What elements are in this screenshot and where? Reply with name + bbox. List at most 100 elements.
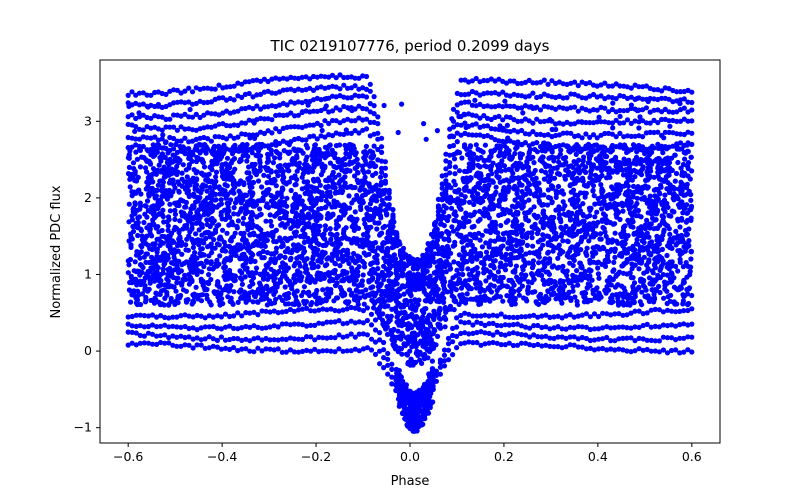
data-point bbox=[675, 268, 681, 274]
data-points bbox=[125, 72, 695, 434]
data-point bbox=[475, 191, 481, 197]
data-point bbox=[685, 173, 691, 179]
data-point bbox=[218, 201, 224, 207]
data-point bbox=[661, 168, 668, 174]
data-point bbox=[229, 158, 235, 164]
data-point bbox=[589, 277, 595, 283]
data-point bbox=[142, 299, 149, 305]
data-point bbox=[504, 145, 510, 151]
data-point bbox=[558, 219, 564, 225]
data-point bbox=[319, 297, 325, 303]
data-point bbox=[558, 279, 565, 285]
data-point bbox=[161, 287, 167, 293]
data-point bbox=[332, 282, 339, 289]
data-point bbox=[685, 210, 691, 216]
data-point bbox=[649, 198, 655, 204]
data-point bbox=[488, 163, 495, 169]
data-point bbox=[454, 267, 460, 273]
data-point bbox=[431, 308, 437, 314]
data-point bbox=[191, 191, 197, 197]
data-point bbox=[520, 227, 526, 233]
data-point bbox=[231, 275, 237, 281]
data-point bbox=[379, 230, 385, 236]
data-point bbox=[452, 164, 458, 170]
data-point bbox=[149, 204, 155, 210]
data-point bbox=[403, 300, 409, 306]
data-point bbox=[645, 158, 651, 164]
data-point bbox=[506, 166, 512, 172]
data-point bbox=[368, 261, 374, 267]
data-point bbox=[338, 184, 344, 190]
data-point bbox=[545, 269, 551, 275]
data-point bbox=[366, 251, 372, 257]
data-point bbox=[286, 162, 292, 168]
data-point bbox=[195, 198, 201, 204]
data-point bbox=[403, 351, 410, 357]
data-point bbox=[460, 271, 466, 278]
data-point bbox=[320, 168, 326, 174]
data-point bbox=[540, 236, 546, 242]
data-point bbox=[366, 225, 372, 231]
data-point bbox=[164, 170, 170, 176]
data-point bbox=[201, 240, 207, 246]
data-point bbox=[643, 287, 649, 293]
data-point bbox=[410, 314, 416, 320]
data-point bbox=[666, 212, 672, 219]
data-point bbox=[351, 197, 357, 203]
data-point bbox=[312, 234, 318, 240]
data-point bbox=[479, 232, 485, 238]
data-point bbox=[311, 178, 317, 184]
data-point bbox=[204, 188, 210, 194]
data-point bbox=[610, 195, 616, 201]
data-point bbox=[272, 155, 278, 161]
data-point bbox=[452, 299, 459, 305]
data-point bbox=[580, 162, 586, 168]
data-point bbox=[183, 204, 189, 210]
data-point bbox=[224, 155, 231, 161]
data-point bbox=[258, 211, 264, 217]
data-point bbox=[207, 184, 213, 191]
data-point bbox=[179, 170, 185, 176]
data-point bbox=[485, 285, 491, 291]
data-point bbox=[640, 164, 646, 170]
data-point bbox=[644, 217, 650, 223]
data-point bbox=[497, 274, 504, 280]
data-point bbox=[177, 157, 183, 163]
data-point bbox=[302, 161, 308, 168]
data-point bbox=[446, 237, 452, 244]
data-point bbox=[179, 183, 185, 189]
data-point bbox=[483, 228, 489, 234]
data-point bbox=[652, 256, 658, 262]
data-point bbox=[391, 334, 397, 340]
data-point bbox=[515, 194, 521, 200]
data-point bbox=[465, 266, 471, 272]
data-point bbox=[468, 296, 474, 302]
data-point bbox=[486, 182, 492, 188]
data-point bbox=[294, 168, 300, 174]
data-point bbox=[514, 218, 520, 224]
data-point bbox=[288, 255, 294, 261]
data-point bbox=[250, 275, 257, 281]
data-point bbox=[129, 213, 135, 219]
data-point bbox=[464, 291, 470, 297]
data-point bbox=[642, 226, 648, 232]
data-point bbox=[333, 232, 340, 238]
data-point bbox=[684, 181, 690, 187]
data-point bbox=[204, 259, 210, 265]
data-point bbox=[354, 164, 360, 170]
data-point bbox=[592, 249, 598, 255]
data-point bbox=[191, 291, 197, 297]
data-point bbox=[133, 178, 140, 184]
data-point bbox=[481, 157, 487, 164]
data-point bbox=[674, 301, 680, 307]
data-point bbox=[474, 197, 480, 203]
data-point bbox=[382, 223, 388, 229]
data-point bbox=[304, 145, 311, 151]
data-point bbox=[525, 279, 531, 285]
data-point bbox=[283, 291, 289, 297]
plot-area bbox=[125, 72, 695, 434]
data-point bbox=[550, 285, 556, 291]
data-point bbox=[216, 242, 222, 248]
data-point bbox=[599, 217, 606, 223]
data-point bbox=[652, 193, 658, 199]
